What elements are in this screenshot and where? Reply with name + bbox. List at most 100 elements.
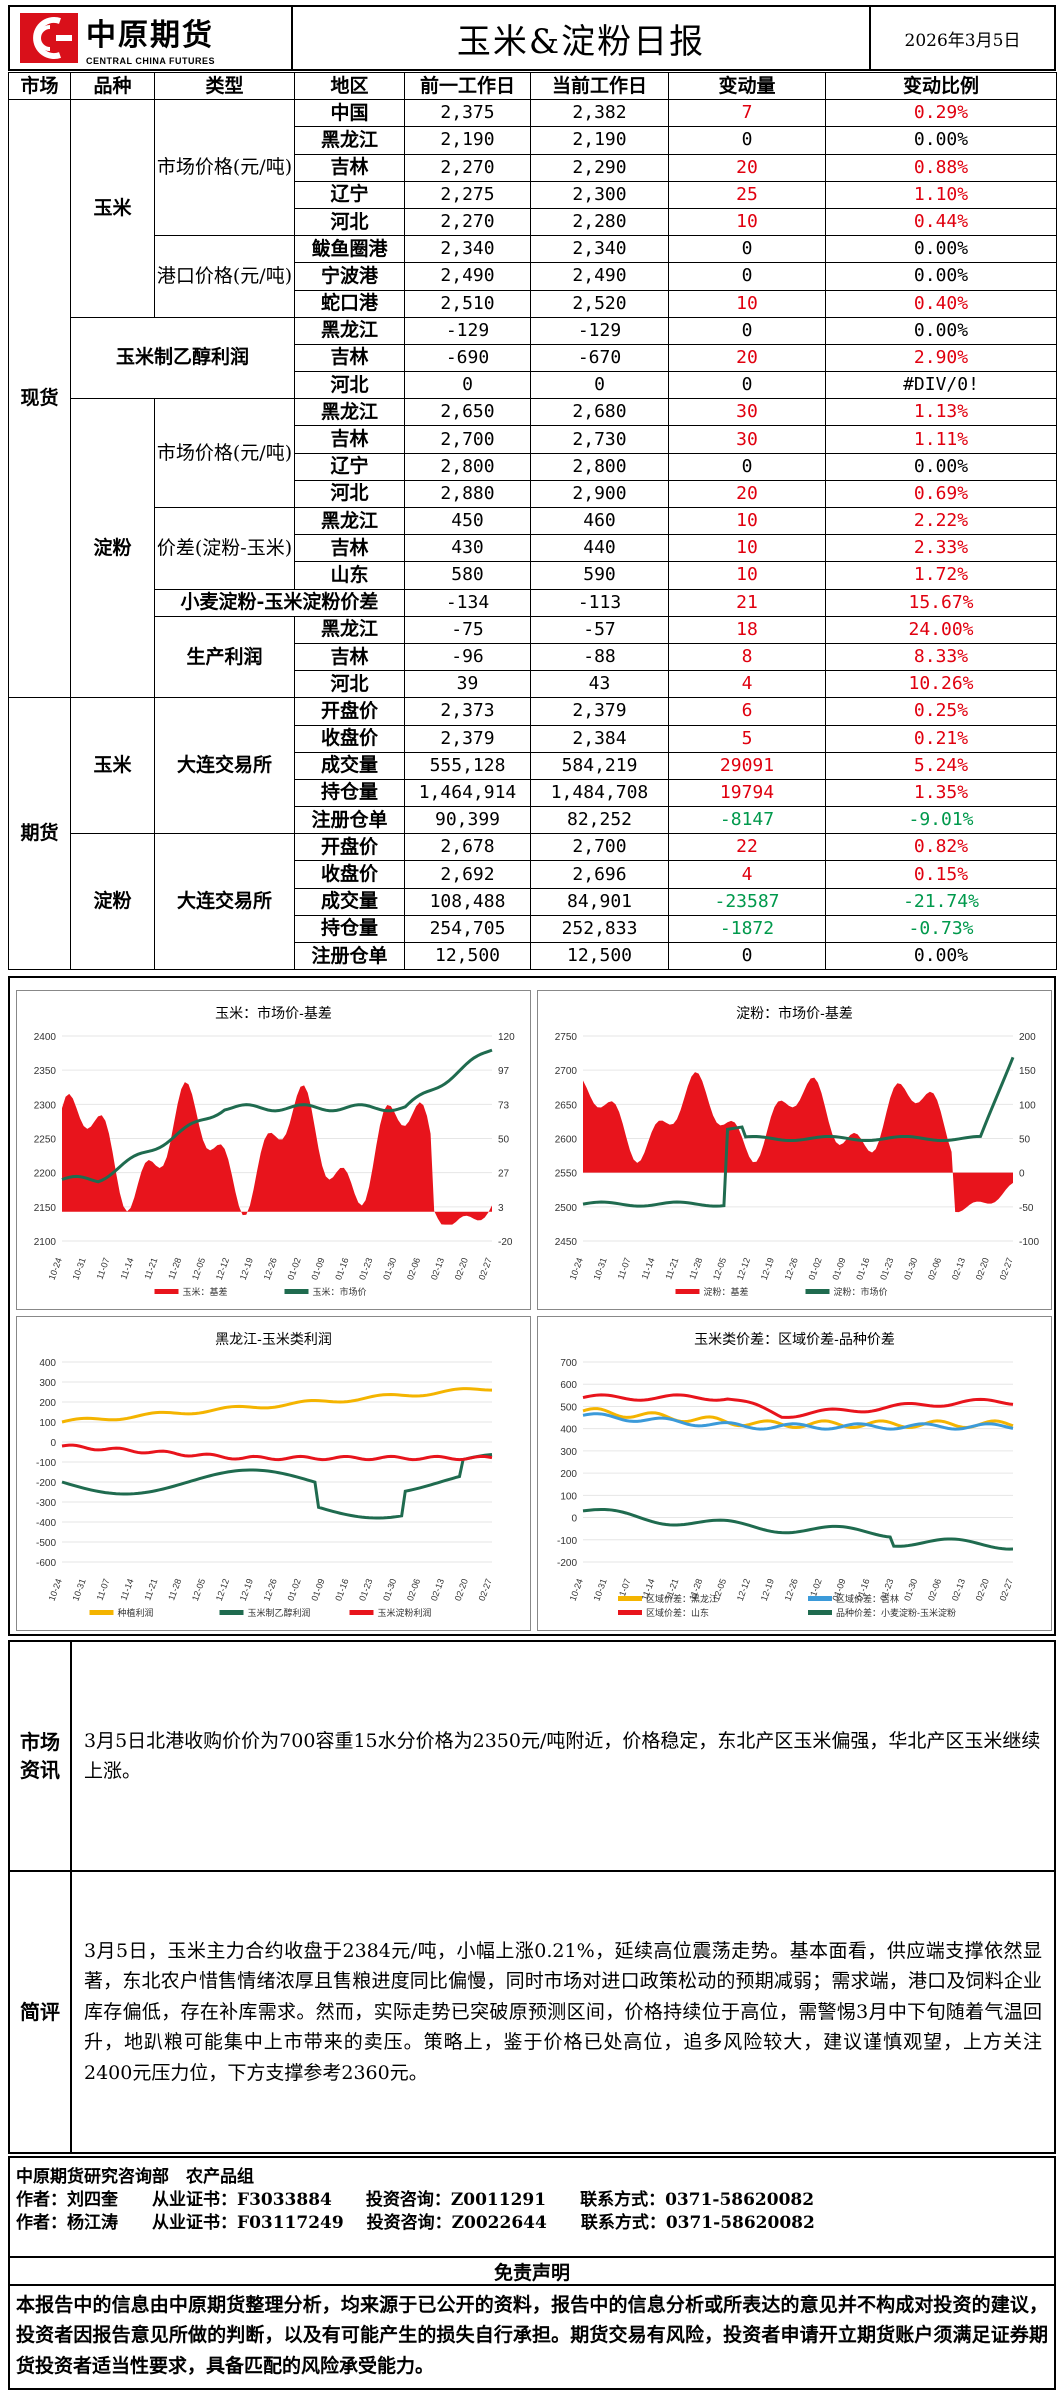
legend-label: 品种价差：小麦淀粉-玉米淀粉	[836, 1607, 956, 1618]
change-pct-cell: 1.72%	[825, 561, 1057, 590]
change-cell: 20	[668, 153, 826, 182]
change-cell: -23587	[668, 887, 826, 916]
x-tick-label: 01-23	[357, 1577, 374, 1602]
change-cell: 7	[668, 99, 826, 128]
x-tick-label: 11-14	[640, 1256, 657, 1280]
y-tick-label: 2500	[555, 1203, 578, 1214]
y-tick-label: 2100	[34, 1237, 57, 1248]
logo-en: CENTRAL CHINA FUTURES	[86, 56, 215, 66]
market-info-label: 市场 资讯	[10, 1642, 72, 1870]
change-pct-cell: 1.10%	[825, 180, 1057, 209]
change-cell: 29091	[668, 751, 826, 780]
y-tick-label: -200	[36, 1478, 56, 1489]
market-label: 现货	[8, 99, 71, 699]
x-tick-label: 02-06	[926, 1577, 943, 1602]
table-row: 黑龙江 2,190 2,190 0 0.00%	[9, 126, 1057, 155]
market-label: 期货	[8, 697, 71, 971]
y-tick-label: 400	[560, 1425, 577, 1436]
prev-value-cell: 2,490	[404, 262, 531, 291]
prev-value-cell: 2,270	[404, 207, 531, 237]
curr-value-cell: 584,219	[530, 751, 669, 780]
x-tick-label: 12-19	[759, 1577, 776, 1602]
x-tick-label: 02-27	[477, 1256, 494, 1281]
curr-value-cell: -129	[530, 316, 669, 345]
y2-tick-label: 97	[498, 1066, 510, 1077]
table-row: 小麦淀粉-玉米淀粉价差 -134 -113 21 15.67%	[9, 588, 1057, 617]
type-label: 大连交易所	[154, 833, 295, 971]
x-tick-label: 12-05	[190, 1256, 207, 1281]
region-cell: 吉林	[294, 343, 405, 373]
logo: 中原期货 CENTRAL CHINA FUTURES	[10, 7, 293, 69]
y-tick-label: 100	[39, 1418, 56, 1429]
change-cell: 8	[668, 642, 826, 672]
table-row: 持仓量 254,705 252,833 -1872 -0.73%	[9, 914, 1057, 944]
region-cell: 收盘价	[294, 860, 405, 889]
curr-value-cell: 440	[530, 534, 669, 563]
table-row: 河北 2,270 2,280 10 0.44%	[9, 207, 1057, 237]
y-tick-label: 2450	[555, 1237, 578, 1248]
region-cell: 成交量	[294, 751, 405, 780]
y2-tick-label: -20	[498, 1237, 513, 1248]
change-pct-cell: 2.22%	[825, 506, 1057, 536]
department: 中原期货研究咨询部 农产品组	[16, 2167, 254, 2187]
basis-area	[62, 1082, 492, 1225]
change-cell: 4	[668, 670, 826, 699]
x-tick-label: 10-31	[70, 1256, 87, 1281]
region-cell: 河北	[294, 479, 405, 509]
legend-swatch	[675, 1289, 700, 1294]
curr-value-cell: 84,901	[530, 887, 669, 916]
y-tick-label: -200	[557, 1558, 577, 1569]
prev-value-cell: 1,464,914	[404, 778, 531, 808]
curr-value-cell: 43	[530, 670, 669, 699]
table-row: 持仓量 1,464,914 1,484,708 19794 1.35%	[9, 778, 1057, 808]
x-tick-label: 12-26	[783, 1256, 800, 1281]
change-cell: 30	[668, 398, 826, 427]
x-tick-label: 01-02	[285, 1577, 302, 1602]
change-pct-cell: 0.00%	[825, 316, 1057, 345]
table-row: 河北 39 43 4 10.26%	[9, 670, 1057, 699]
change-pct-cell: #DIV/0!	[825, 371, 1057, 400]
region-cell: 河北	[294, 371, 405, 400]
change-cell: 0	[668, 316, 826, 345]
prev-value-cell: 108,488	[404, 887, 531, 916]
region-cell: 吉林	[294, 534, 405, 563]
x-tick-label: 01-16	[333, 1256, 350, 1281]
region-cell: 中国	[294, 99, 405, 128]
prev-value-cell: 2,800	[404, 452, 531, 481]
x-tick-label: 11-28	[166, 1256, 183, 1280]
x-tick-label: 11-07	[95, 1577, 112, 1601]
y-tick-label: -600	[36, 1558, 56, 1569]
x-tick-label: 10-24	[47, 1256, 64, 1281]
prev-value-cell: 2,650	[404, 398, 531, 427]
prev-value-cell: -134	[404, 588, 531, 617]
type-label: 市场价格(元/吨)	[154, 398, 295, 508]
change-pct-cell: 0.00%	[825, 941, 1057, 971]
legend-swatch	[808, 1610, 832, 1615]
legend-label: 玉米：基差	[183, 1286, 228, 1297]
x-tick-label: 11-21	[663, 1256, 680, 1280]
table-row: 吉林 2,700 2,730 30 1.11%	[9, 425, 1057, 454]
change-pct-cell: -9.01%	[825, 806, 1057, 835]
y2-tick-label: -100	[1019, 1237, 1039, 1248]
region-cell: 黑龙江	[294, 126, 405, 155]
market-info-text: 3月5日北港收购价价为700容重15水分价格为2350元/吨附近，价格稳定，东北…	[84, 1729, 1041, 1782]
x-tick-label: 12-19	[759, 1256, 776, 1281]
chart-starch-basis: 淀粉：市场价-基差 2450 2500 2550 2600 2650 2700 2750 -1…	[537, 990, 1052, 1310]
curr-value-cell: 2,696	[530, 860, 669, 889]
table-row: 现货 玉米 市场价格(元/吨) 中国 2,375 2,382 7 0.29%	[8, 99, 1057, 699]
change-cell: 10	[668, 506, 826, 536]
prev-value-cell: 2,275	[404, 180, 531, 209]
prev-value-cell: 12,500	[404, 941, 531, 971]
y-tick-label: 2200	[34, 1169, 57, 1180]
author-line: 作者：刘四奎 从业证书：F3033884 投资咨询：Z0011291 联系方式：…	[16, 2190, 815, 2210]
legend-label: 淀粉：市场价	[834, 1286, 888, 1297]
region-cell: 成交量	[294, 887, 405, 916]
change-cell: 25	[668, 180, 826, 209]
y-tick-label: 100	[560, 1491, 577, 1502]
x-tick-label: 12-26	[262, 1577, 279, 1602]
change-pct-cell: 15.67%	[825, 588, 1057, 617]
change-cell: -8147	[668, 806, 826, 835]
legend-swatch	[349, 1610, 374, 1615]
x-tick-label: 12-12	[735, 1256, 752, 1281]
y-tick-label: -100	[557, 1536, 577, 1547]
